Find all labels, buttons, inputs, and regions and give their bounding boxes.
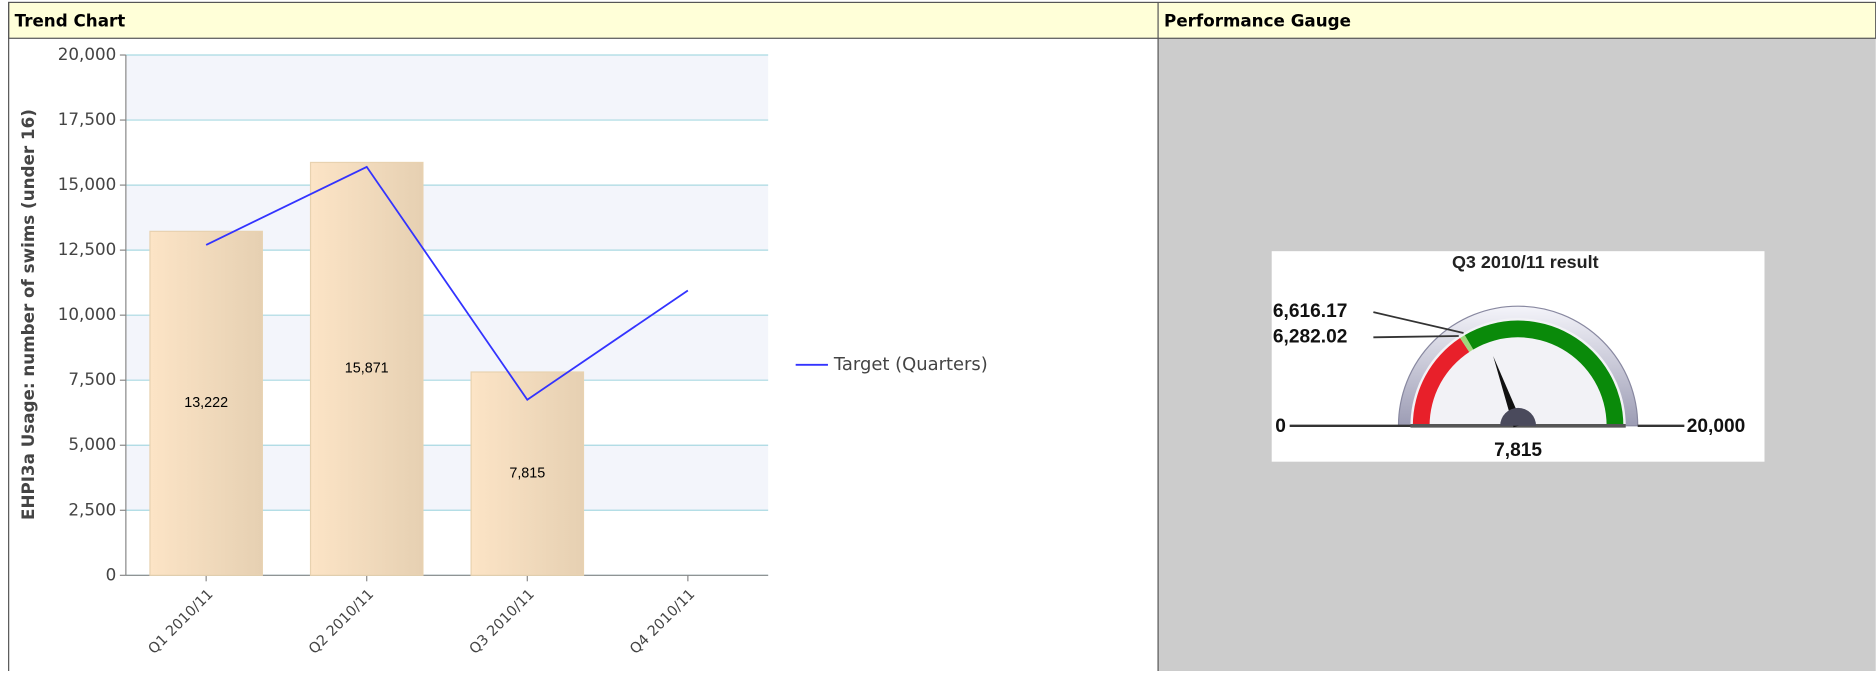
gauge-value-label: 7,815 xyxy=(1494,440,1542,461)
gauge-band xyxy=(1460,335,1474,352)
value-label: 15,871 xyxy=(345,361,389,377)
bar xyxy=(149,230,263,576)
threshold-leader xyxy=(1373,335,1459,339)
gauge-band xyxy=(1412,337,1470,426)
bar xyxy=(309,161,424,576)
header-row xyxy=(8,1,1876,39)
y-tick-label: 15,000 xyxy=(58,174,117,194)
bar xyxy=(470,371,585,576)
y-tick-label: 7,500 xyxy=(68,369,116,389)
value-label: 13,222 xyxy=(184,395,228,411)
plot-band xyxy=(125,55,769,121)
y-tick-label: 20,000 xyxy=(58,44,117,64)
threshold-label: 6,282.02 xyxy=(1273,326,1347,347)
y-tick-label: 17,500 xyxy=(58,109,117,129)
y-tick-label: 12,500 xyxy=(58,239,117,259)
panel-header: Performance Gauge xyxy=(1164,11,1351,31)
y-tick-label: 10,000 xyxy=(58,304,117,324)
y-tick-label: 0 xyxy=(106,564,117,584)
scale-label: 20,000 xyxy=(1687,416,1745,437)
scale-label: 0 xyxy=(1275,416,1286,437)
panel-header: Trend Chart xyxy=(15,11,126,31)
y-axis-label: EHPI3a Usage: number of swims (under 16) xyxy=(18,109,38,520)
threshold-leader xyxy=(1373,311,1464,334)
legend-label: Target (Quarters) xyxy=(833,354,988,375)
value-label: 7,815 xyxy=(509,465,545,481)
line xyxy=(205,165,689,401)
gauge-title: Q3 2010/11 result xyxy=(1452,252,1599,272)
gauge-band xyxy=(1464,320,1624,426)
y-tick-label: 2,500 xyxy=(68,499,116,519)
gauge-hub xyxy=(1500,407,1537,426)
y-tick-label: 5,000 xyxy=(68,434,116,454)
threshold-label: 6,616.17 xyxy=(1273,301,1347,322)
